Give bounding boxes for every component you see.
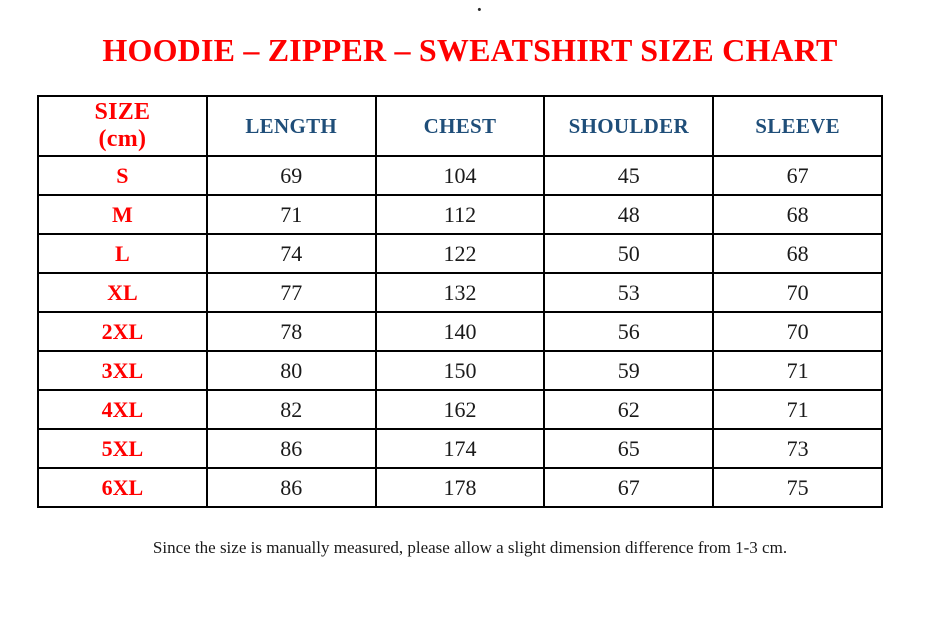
chest-cell: 112: [374, 194, 546, 235]
table-row-l: L 74 122 50 68: [37, 233, 883, 274]
size-chart-table: SIZE (cm) LENGTH CHEST SHOULDER SLEEVE S…: [37, 95, 883, 508]
column-header-length: LENGTH: [205, 95, 377, 157]
shoulder-cell: 65: [543, 428, 715, 469]
size-header-label: SIZE: [94, 99, 151, 125]
chest-cell: 150: [374, 350, 546, 391]
sleeve-cell: 68: [712, 194, 883, 235]
table-row-3xl: 3XL 80 150 59 71: [37, 350, 883, 391]
table-row-2xl: 2XL 78 140 56 70: [37, 311, 883, 352]
size-cell: S: [37, 155, 208, 196]
sleeve-cell: 71: [712, 389, 883, 430]
length-cell: 86: [205, 428, 377, 469]
length-cell: 74: [205, 233, 377, 274]
chest-cell: 132: [374, 272, 546, 313]
length-cell: 69: [205, 155, 377, 196]
measurement-note: Since the size is manually measured, ple…: [152, 538, 788, 557]
shoulder-cell: 53: [543, 272, 715, 313]
table-row-6xl: 6XL 86 178 67 75: [37, 467, 883, 508]
chest-cell: 122: [374, 233, 546, 274]
chest-cell: 104: [374, 155, 546, 196]
size-cell: XL: [37, 272, 208, 313]
size-cell: 5XL: [37, 428, 208, 469]
column-header-shoulder: SHOULDER: [543, 95, 715, 157]
size-header-unit: (cm): [98, 126, 147, 152]
sleeve-cell: 71: [712, 350, 883, 391]
sleeve-cell: 70: [712, 311, 883, 352]
column-header-sleeve: SLEEVE: [712, 95, 883, 157]
sleeve-cell: 75: [712, 467, 883, 508]
header-row: SIZE (cm) LENGTH CHEST SHOULDER SLEEVE: [37, 95, 883, 157]
sleeve-cell: 73: [712, 428, 883, 469]
chest-cell: 178: [374, 467, 546, 508]
shoulder-cell: 50: [543, 233, 715, 274]
size-cell: 2XL: [37, 311, 208, 352]
length-cell: 77: [205, 272, 377, 313]
table-row-m: M 71 112 48 68: [37, 194, 883, 235]
shoulder-cell: 59: [543, 350, 715, 391]
table-row-xl: XL 77 132 53 70: [37, 272, 883, 313]
column-header-chest: CHEST: [374, 95, 546, 157]
size-cell: M: [37, 194, 208, 235]
length-cell: 80: [205, 350, 377, 391]
size-cell: 6XL: [37, 467, 208, 508]
chest-cell: 140: [374, 311, 546, 352]
column-header-size: SIZE (cm): [37, 95, 208, 157]
table-header: SIZE (cm) LENGTH CHEST SHOULDER SLEEVE: [37, 95, 883, 157]
sleeve-cell: 68: [712, 233, 883, 274]
shoulder-cell: 62: [543, 389, 715, 430]
size-cell: 3XL: [37, 350, 208, 391]
table-row-s: S 69 104 45 67: [37, 155, 883, 196]
sleeve-cell: 70: [712, 272, 883, 313]
chest-cell: 174: [374, 428, 546, 469]
stray-dot-artifact: .: [477, 0, 482, 16]
length-cell: 71: [205, 194, 377, 235]
size-cell: 4XL: [37, 389, 208, 430]
page-title: HOODIE – ZIPPER – SWEATSHIRT SIZE CHART: [102, 32, 838, 68]
shoulder-cell: 45: [543, 155, 715, 196]
sleeve-cell: 67: [712, 155, 883, 196]
table-body: S 69 104 45 67 M 71 112 48 68 L 74 122 5…: [37, 155, 883, 508]
size-cell: L: [37, 233, 208, 274]
table-row-5xl: 5XL 86 174 65 73: [37, 428, 883, 469]
length-cell: 82: [205, 389, 377, 430]
shoulder-cell: 56: [543, 311, 715, 352]
shoulder-cell: 48: [543, 194, 715, 235]
table-row-4xl: 4XL 82 162 62 71: [37, 389, 883, 430]
chest-cell: 162: [374, 389, 546, 430]
length-cell: 78: [205, 311, 377, 352]
shoulder-cell: 67: [543, 467, 715, 508]
length-cell: 86: [205, 467, 377, 508]
